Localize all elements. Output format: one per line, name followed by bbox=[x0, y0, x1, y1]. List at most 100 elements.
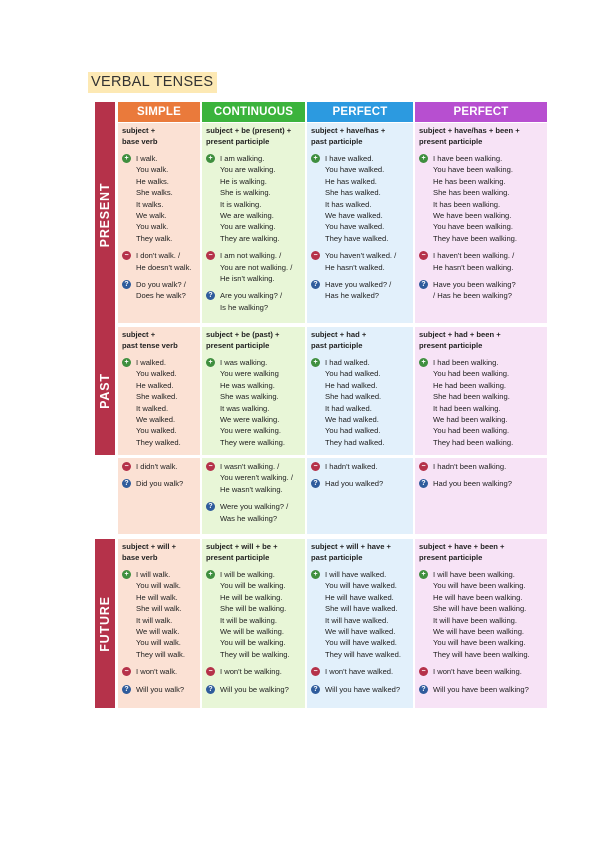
neg-group: − I hadn't been walking. bbox=[419, 461, 547, 472]
example-sentence: He walks. bbox=[136, 176, 169, 186]
formula-line: subject + will + be + bbox=[206, 542, 278, 551]
example-sentence: I haven't been walking. / bbox=[433, 251, 515, 261]
example-sentence: You had walked. bbox=[325, 426, 381, 436]
example-sentence: Had you walked? bbox=[325, 479, 384, 489]
pos-group: + I will walk. You will walk. He will walk.… bbox=[122, 569, 200, 660]
example-lines: You haven't walked. / He hasn't walked. bbox=[325, 250, 396, 273]
example-sentence: He walked. bbox=[136, 380, 174, 390]
formula-line: subject + be (past) + bbox=[206, 330, 280, 339]
formula: subject + had + been + present participle bbox=[419, 330, 547, 351]
example-sentence: You had been walking. bbox=[433, 369, 510, 379]
neg-group: − I didn't walk. bbox=[122, 461, 200, 472]
formula-line: subject + will + bbox=[122, 542, 177, 551]
formula-line: present participle bbox=[206, 340, 270, 350]
minus-icon: − bbox=[122, 667, 131, 677]
example-sentence: They had been walking. bbox=[433, 437, 514, 447]
plus-icon: + bbox=[122, 358, 131, 367]
example-sentence: I won't have been walking. bbox=[433, 667, 522, 677]
formula: subject + had + past participle bbox=[311, 330, 413, 351]
plus-icon: + bbox=[122, 570, 131, 579]
q-group: ? Are you walking? / Is he walking? bbox=[206, 290, 305, 313]
example-sentence: It was walking. bbox=[220, 403, 270, 413]
example-sentence: You were walking. bbox=[220, 426, 281, 436]
example-lines: Had you been walking? bbox=[433, 478, 512, 489]
example-sentence: She walked. bbox=[136, 392, 178, 402]
q-group: ? Will you be walking? bbox=[206, 684, 305, 695]
example-lines: Will you have walked? bbox=[325, 684, 400, 695]
example-lines: I don't walk. / He doesn't walk. bbox=[136, 250, 191, 273]
example-lines: I walk. You walk. He walks. She walks. It wa… bbox=[136, 153, 173, 244]
example-sentence: You will have been walking. bbox=[433, 638, 526, 648]
example-sentence: We are walking. bbox=[220, 211, 274, 221]
q-group: ? Do you walk? / Does he walk? bbox=[122, 279, 200, 302]
example-sentence: They have been walking. bbox=[433, 233, 518, 243]
example-sentence: I was walking. bbox=[220, 358, 268, 367]
minus-icon: − bbox=[206, 251, 215, 261]
question-icon: ? bbox=[206, 684, 215, 694]
formula: subject + base verb bbox=[122, 126, 200, 147]
cell-0-3: subject + have/has + been + present parti… bbox=[415, 123, 547, 323]
example-sentence: We walk. bbox=[136, 211, 167, 221]
row-label-text: PAST bbox=[98, 373, 112, 409]
pos-group: + I had walked. You had walked. He had walk… bbox=[311, 357, 413, 448]
example-sentence: I had walked. bbox=[325, 358, 370, 367]
row-label-text: PRESENT bbox=[98, 182, 112, 247]
neg-group: − I won't be walking. bbox=[206, 666, 305, 677]
example-lines: I walked. You walked. He walked. She walked… bbox=[136, 357, 181, 448]
example-sentence: They will have walked. bbox=[325, 649, 401, 659]
pos-group: + I will be walking. You will be walking. H… bbox=[206, 569, 305, 660]
formula-line: subject + had + bbox=[311, 330, 367, 339]
example-sentence: I walk. bbox=[136, 154, 158, 163]
q-group: ? Had you walked? bbox=[311, 478, 413, 489]
question-icon: ? bbox=[122, 479, 131, 489]
example-lines: I won't walk. bbox=[136, 666, 177, 677]
example-lines: I had walked. You had walked. He had walke… bbox=[325, 357, 385, 448]
plus-icon: + bbox=[311, 570, 320, 579]
example-sentence: I will be walking. bbox=[220, 570, 275, 579]
cell-0-0: subject + base verb + I walk. You walk. He wa… bbox=[118, 123, 200, 323]
example-sentence: We walked. bbox=[136, 415, 176, 425]
neg-group: − You haven't walked. / He hasn't walked. bbox=[311, 250, 413, 273]
formula: subject + will + have + past participle bbox=[311, 542, 413, 563]
column-header-0: SIMPLE bbox=[118, 102, 200, 122]
q-group: ? Will you walk? bbox=[122, 684, 200, 695]
column-header-2: PERFECT bbox=[307, 102, 413, 122]
formula-line: subject + will + have + bbox=[311, 542, 391, 551]
example-sentence: You are not walking. / bbox=[220, 262, 293, 272]
example-sentence: Will you walk? bbox=[136, 684, 185, 694]
example-sentence: We will be walking. bbox=[220, 627, 285, 637]
example-sentence: He has been walking. bbox=[433, 176, 506, 186]
example-sentence: You have walked. bbox=[325, 165, 385, 175]
example-sentence: You have been walking. bbox=[433, 222, 513, 232]
example-sentence: I won't have walked. bbox=[325, 667, 394, 677]
example-sentence: She has walked. bbox=[325, 188, 381, 198]
question-icon: ? bbox=[122, 280, 131, 290]
example-sentence: We were walking. bbox=[220, 415, 280, 425]
example-sentence: Will you have walked? bbox=[325, 684, 401, 694]
formula-line: present participle bbox=[206, 552, 270, 562]
cell-1-0: subject + past tense verb + I walked. You wa… bbox=[118, 327, 200, 455]
question-icon: ? bbox=[419, 280, 428, 290]
formula: subject + be (past) + present participle bbox=[206, 330, 305, 351]
example-sentence: I won't be walking. bbox=[220, 667, 282, 677]
example-sentence: It had been walking. bbox=[433, 403, 501, 413]
formula: subject + will + base verb bbox=[122, 542, 200, 563]
example-lines: I am walking. You are walking. He is walki… bbox=[220, 153, 280, 244]
neg-group: − I hadn't walked. bbox=[311, 461, 413, 472]
example-sentence: He had been walking. bbox=[433, 380, 507, 390]
example-sentence: I will have been walking. bbox=[433, 570, 515, 579]
cell-1-2: subject + had + past participle + I had wal… bbox=[307, 327, 413, 455]
example-sentence: It will have been walking. bbox=[433, 615, 517, 625]
row-label-3: FUTURE bbox=[95, 539, 115, 708]
example-sentence: He will have walked. bbox=[325, 592, 394, 602]
example-sentence: You are walking. bbox=[220, 165, 276, 175]
example-sentence: I am walking. bbox=[220, 154, 265, 163]
example-lines: Will you be walking? bbox=[220, 684, 289, 695]
cell-0-1: subject + be (present) + present particip… bbox=[202, 123, 305, 323]
minus-icon: − bbox=[206, 667, 215, 677]
example-sentence: It walks. bbox=[136, 199, 164, 209]
example-sentence: You walk. bbox=[136, 222, 169, 232]
question-icon: ? bbox=[311, 684, 320, 694]
example-sentence: It will have walked. bbox=[325, 615, 389, 625]
